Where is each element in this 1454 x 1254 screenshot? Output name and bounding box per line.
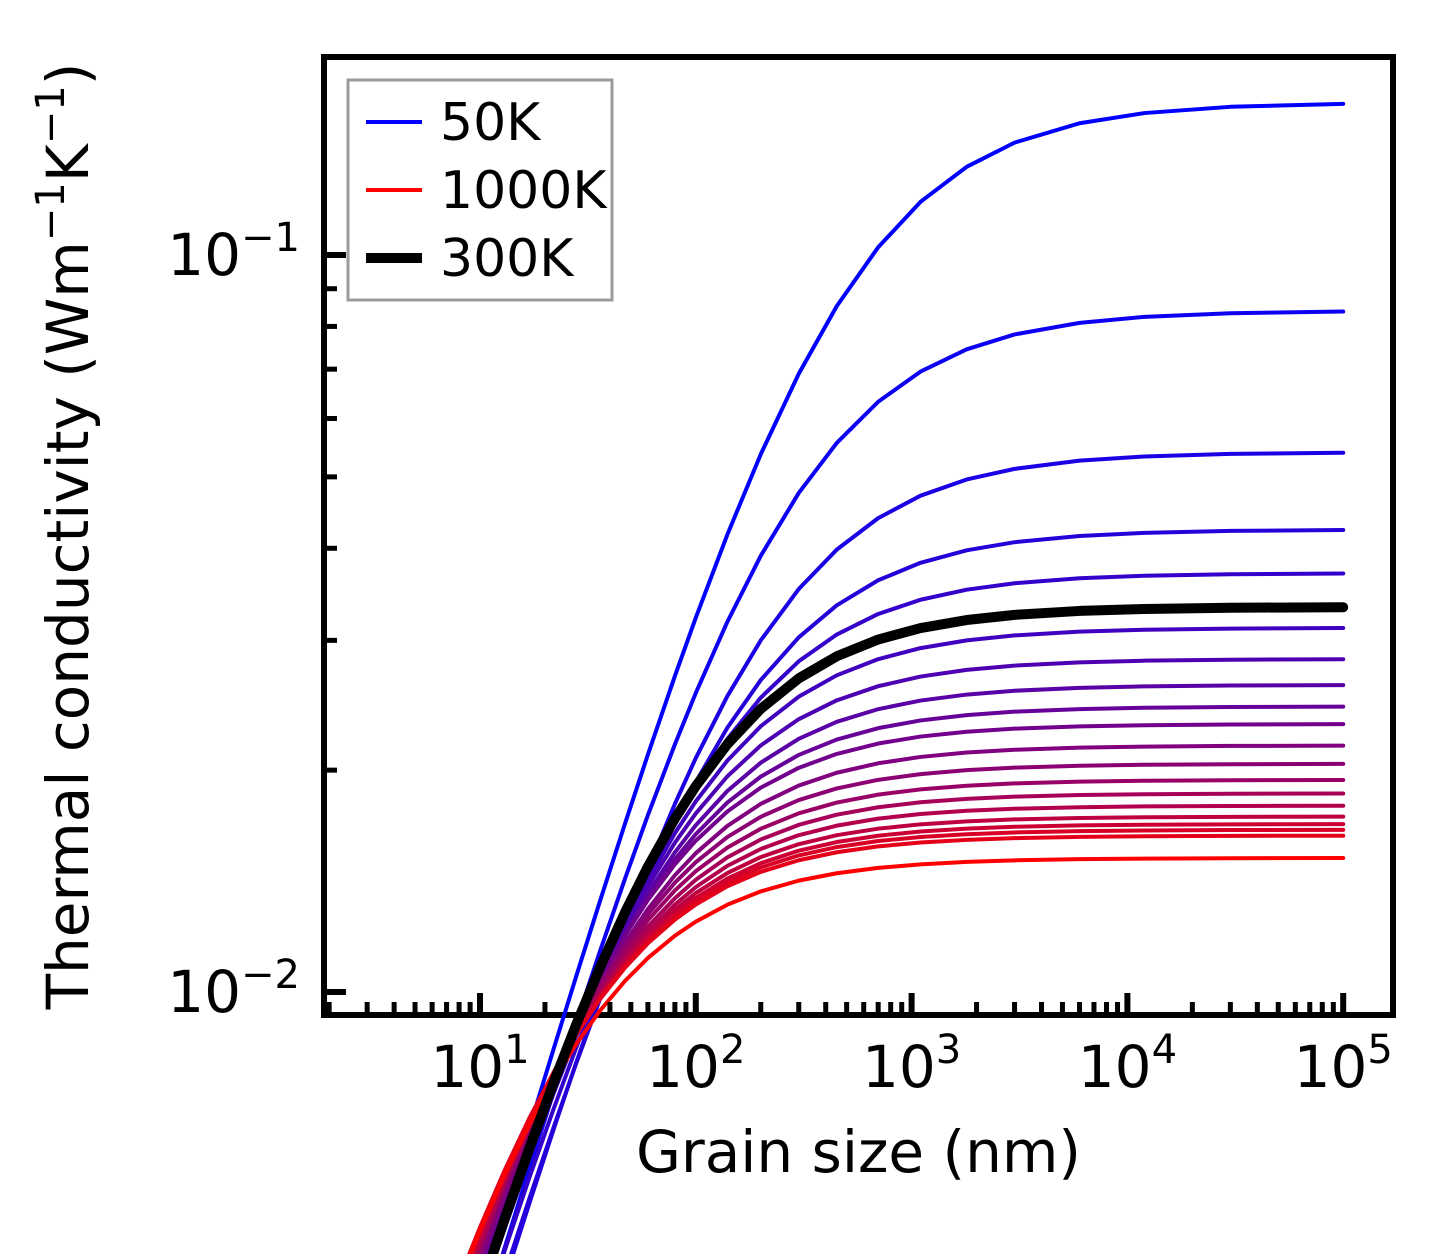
curve-950K (467, 833, 1346, 1254)
curve-167K (490, 657, 1346, 1254)
curve-137K (493, 626, 1346, 1254)
legend-label-50K[interactable]: 50K (440, 93, 542, 153)
xtick-label-100000: 105 (1294, 1027, 1393, 1101)
x-axis-title: Grain size (nm) (636, 1118, 1081, 1186)
axis-tick-labels-layer: 101 102 103 104 105 10−1 10−2 (167, 215, 1393, 1101)
curve-50K (489, 101, 1346, 1254)
curve-249K (485, 704, 1346, 1254)
curve-304K (481, 722, 1346, 1254)
legend-label-1000K[interactable]: 1000K (440, 161, 608, 221)
legend[interactable]: 50K 1000K 300K (346, 78, 614, 302)
xtick-label-100: 102 (646, 1027, 745, 1101)
curve-553K (475, 778, 1346, 1254)
curve-61K (500, 309, 1346, 1254)
axis-ticks-layer (324, 252, 1347, 1015)
legend-label-300K[interactable]: 300K (440, 229, 575, 289)
curve-600K (474, 791, 1346, 1254)
curve-204K (488, 683, 1346, 1254)
ytick-label-0.1: 10−1 (167, 215, 300, 289)
curves-layer (467, 101, 1349, 1254)
xtick-label-10: 101 (430, 1027, 529, 1101)
curve-1000K (468, 856, 1346, 1254)
axis-titles-layer: Grain size (nm) Thermal conductivity (Wm−… (28, 63, 1081, 1186)
ytick-label-0.01: 10−2 (167, 952, 300, 1026)
curve-825K (469, 822, 1346, 1254)
curve-75K (511, 450, 1346, 1254)
curve-675K (472, 803, 1346, 1254)
curve-highlight-300K (487, 602, 1349, 1254)
y-axis-title: Thermal conductivity (Wm−1K−1) (28, 63, 102, 1011)
xtick-label-10000: 104 (1078, 1027, 1177, 1101)
curve-453K (477, 761, 1346, 1254)
curve-900K (468, 827, 1346, 1254)
xtick-label-1000: 103 (862, 1027, 961, 1101)
curve-750K (470, 814, 1346, 1254)
curve-371K (480, 743, 1346, 1254)
